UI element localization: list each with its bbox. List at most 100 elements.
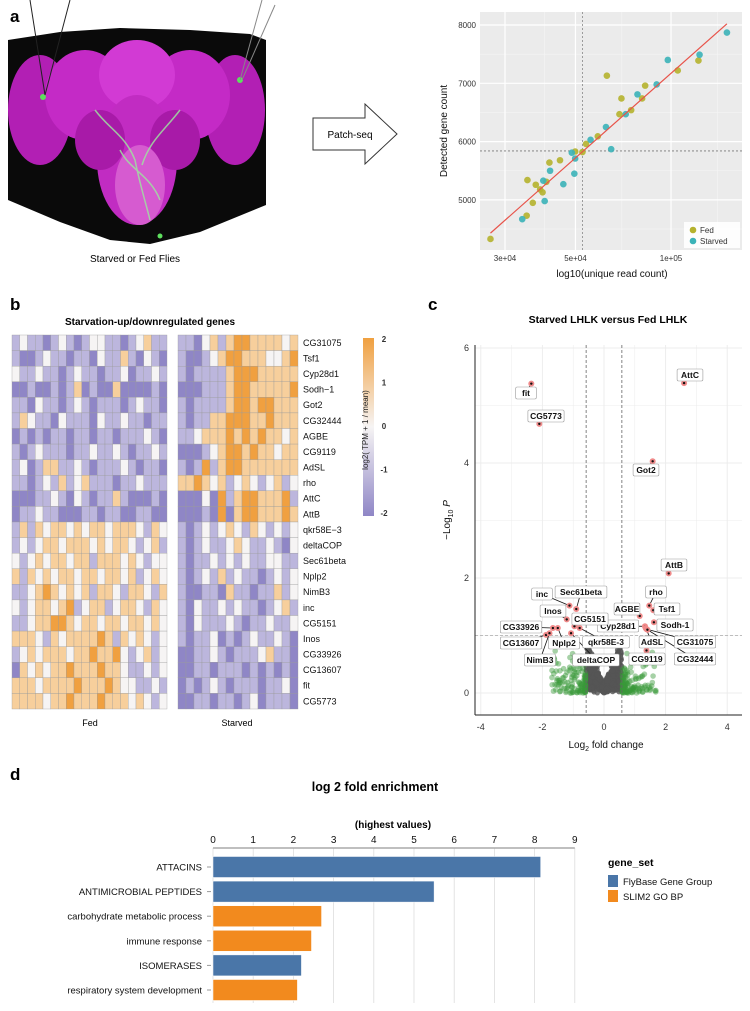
- volcano-xlabel: Log2 fold change: [568, 740, 644, 753]
- heatmap-cell: [265, 537, 275, 554]
- heatmap-cell: [58, 599, 67, 616]
- heatmap-cell: [135, 490, 144, 507]
- gene-label: CG5773: [530, 411, 562, 421]
- heatmap-cell: [58, 521, 67, 538]
- heatmap-cell: [89, 459, 98, 476]
- data-point-starved: [518, 215, 526, 223]
- legend-label: Starved: [700, 237, 728, 246]
- heatmap-cell: [201, 459, 211, 476]
- heatmap-cell: [159, 397, 168, 414]
- point-fc-only: [619, 688, 626, 694]
- heatmap-cell: [249, 428, 259, 445]
- heatmap-cell: [128, 615, 137, 632]
- heatmap-cell: [97, 646, 106, 663]
- gene-label-box: [515, 386, 537, 400]
- heatmap-cell: [27, 677, 36, 694]
- heatmap-cell: [273, 350, 283, 367]
- heatmap-cell: [58, 693, 67, 710]
- heatmap-cell: [273, 537, 283, 554]
- heatmap-cell: [42, 630, 51, 647]
- heatmap-cell: [50, 412, 59, 429]
- heatmap-cell: [42, 365, 51, 382]
- heatmap-cell: [42, 677, 51, 694]
- heatmap-cell: [66, 630, 75, 647]
- heatmap-cell: [249, 677, 259, 694]
- bar: [212, 979, 298, 1001]
- heatmap-cell: [104, 568, 113, 585]
- heatmap-cell: [143, 381, 152, 398]
- heatmap-cell: [58, 350, 67, 367]
- heatmap-cell: [159, 646, 168, 663]
- gene-label: CG9119: [303, 447, 336, 457]
- heatmap-cell: [241, 521, 251, 538]
- point-fc-only: [619, 686, 626, 693]
- point-fc-only: [639, 673, 646, 679]
- point-fc-only: [642, 682, 649, 689]
- heatmap-cell: [89, 412, 98, 429]
- point-fc-only: [641, 671, 648, 677]
- point-fc-only: [567, 690, 573, 696]
- heatmap-cell: [143, 365, 152, 382]
- heatmap-cell: [281, 677, 291, 694]
- heatmap-cell: [89, 584, 98, 601]
- heatmap-cell: [209, 490, 219, 507]
- heatmap-cell: [128, 428, 137, 445]
- heatmap-cell: [143, 350, 152, 367]
- heatmap-cell: [112, 334, 121, 351]
- heatmap-cell: [185, 334, 195, 351]
- point-fc-only: [553, 668, 560, 674]
- point-fc-only: [641, 684, 648, 690]
- heatmap-cell: [289, 568, 299, 585]
- point-ns: [586, 686, 592, 692]
- x-tick-label: 3e+04: [494, 254, 517, 263]
- heatmap-cell: [265, 443, 275, 460]
- heatmap-cell: [257, 552, 267, 569]
- heatmap-cell: [159, 584, 168, 601]
- point-fc-only: [579, 684, 585, 691]
- heatmap-cell: [185, 693, 195, 710]
- heatmap-cell: [73, 646, 82, 663]
- point-fc-only: [582, 672, 589, 679]
- gene-label-box: [653, 602, 681, 616]
- heatmap-cell: [81, 584, 90, 601]
- point-fc-only: [622, 671, 629, 678]
- heatmap-cell: [27, 428, 36, 445]
- heatmap-cell: [185, 459, 195, 476]
- heatmap-cell: [225, 412, 235, 429]
- heatmap-cell: [177, 381, 187, 398]
- point-fc-only: [627, 687, 633, 694]
- heatmap-cell: [225, 397, 235, 414]
- panel-label-a: a: [10, 7, 20, 26]
- heatmap-cell: [201, 412, 211, 429]
- heatmap-cell: [151, 568, 160, 585]
- heatmap-cell: [159, 568, 168, 585]
- heatmap-cell: [66, 412, 75, 429]
- heatmap-cell: [249, 381, 259, 398]
- data-point-starved: [571, 170, 578, 177]
- heatmap-cell: [35, 521, 44, 538]
- point-fc-only: [580, 665, 586, 672]
- category-label: respiratory system development: [67, 986, 202, 997]
- heatmap-cell: [151, 475, 160, 492]
- point-center: [638, 614, 641, 618]
- heatmap-cell: [112, 506, 121, 523]
- heatmap-cell: [193, 615, 203, 632]
- heatmap-cell: [66, 552, 75, 569]
- heatmap-cell: [120, 365, 129, 382]
- heatmap-cell: [193, 599, 203, 616]
- heatmap-cell: [11, 381, 20, 398]
- point-fc-only: [629, 677, 635, 684]
- heatmap-cell: [81, 552, 90, 569]
- heatmap-cell: [58, 412, 67, 429]
- heatmap-cell: [257, 350, 267, 367]
- point-fc-only: [562, 672, 569, 679]
- point-fc-only: [626, 686, 633, 693]
- heatmap-group-fed: Fed: [82, 718, 98, 728]
- heatmap-cell: [73, 568, 82, 585]
- heatmap-cell: [104, 350, 113, 367]
- legend-title: gene_set: [608, 857, 654, 869]
- point-fc-only: [627, 687, 633, 694]
- heatmap-cell: [58, 475, 67, 492]
- enrichment-title: log 2 fold enrichment: [312, 780, 439, 794]
